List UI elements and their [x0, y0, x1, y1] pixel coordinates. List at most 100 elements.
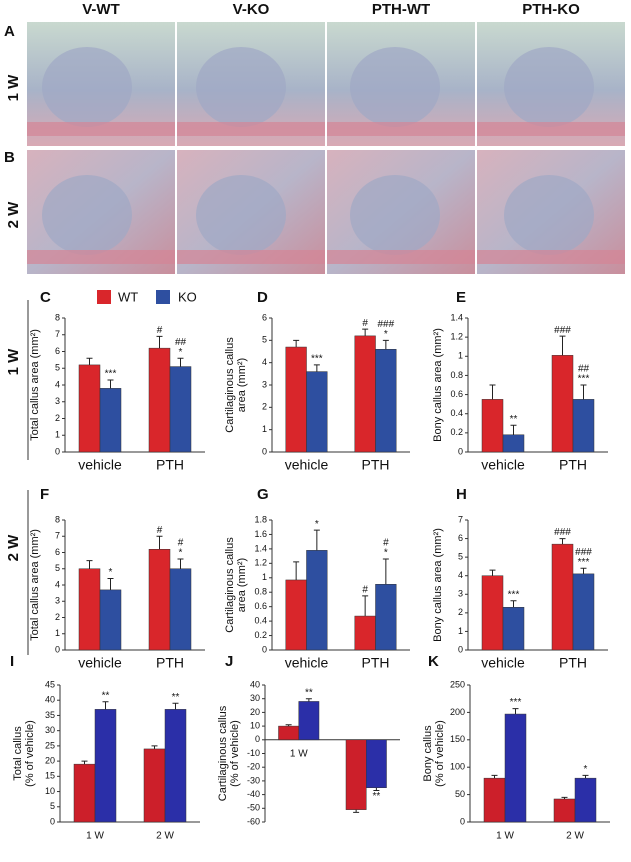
y-tick-label: 0.6 — [450, 389, 463, 399]
error-bar — [559, 538, 566, 545]
significance-label: * — [179, 347, 183, 358]
error-bar — [107, 379, 114, 389]
bone-band — [327, 250, 475, 264]
y-axis-label: Total callus — [12, 726, 24, 781]
significance-label: ### — [378, 319, 395, 330]
column-header: PTH-KO — [522, 1, 580, 18]
x-tick-label: vehicle — [481, 457, 525, 473]
significance-label: *** — [508, 589, 520, 600]
bone-band — [27, 122, 175, 136]
bar — [306, 550, 328, 651]
y-tick-label: 7 — [458, 514, 463, 524]
y-tick-label: 0 — [55, 644, 60, 654]
y-tick-label: 1 — [262, 572, 267, 582]
callus-region — [196, 175, 286, 255]
significance-label: * — [384, 548, 388, 559]
error-bar — [382, 339, 389, 350]
y-axis-label: (% of vehicle) — [229, 720, 241, 787]
y-tick-label: 1 — [458, 626, 463, 636]
significance-label: # — [157, 525, 163, 536]
significance-label: * — [584, 764, 588, 775]
error-bar — [293, 561, 300, 580]
y-tick-label: 8 — [55, 312, 60, 322]
legend-label: WT — [118, 289, 138, 304]
bar — [551, 355, 574, 453]
y-tick-label: 35 — [45, 710, 55, 720]
significance-label: * — [109, 567, 113, 578]
significance-label: *** — [510, 697, 522, 708]
y-tick-label: 0.6 — [254, 601, 267, 611]
bar — [551, 543, 574, 651]
x-tick-label: PTH — [362, 655, 390, 671]
y-tick-label: 50 — [455, 789, 465, 799]
y-tick-label: 30 — [45, 725, 55, 735]
row-label: 2 W — [5, 534, 22, 562]
column-header: V-KO — [233, 1, 270, 18]
significance-label: ### — [575, 547, 592, 558]
y-tick-label: 250 — [450, 679, 465, 689]
legend-swatch — [97, 290, 111, 304]
panel-label: I — [10, 653, 14, 670]
y-tick-label: -40 — [247, 789, 260, 799]
bar — [278, 725, 299, 741]
y-tick-label: 0 — [460, 816, 465, 826]
y-tick-label: 8 — [55, 514, 60, 524]
x-tick-label: vehicle — [285, 655, 329, 671]
significance-label: * — [179, 548, 183, 559]
x-tick-label: vehicle — [78, 655, 122, 671]
y-tick-label: 20 — [45, 755, 55, 765]
y-tick-label: 5 — [55, 363, 60, 373]
y-tick-label: 20 — [250, 707, 260, 717]
y-tick-label: 5 — [262, 335, 267, 345]
error-bar — [293, 339, 300, 348]
y-axis-label: (% of vehicle) — [24, 720, 36, 787]
bar — [94, 709, 117, 823]
panel-label: E — [456, 289, 466, 306]
error-bar — [373, 787, 380, 791]
error-bar — [512, 708, 519, 715]
y-tick-label: 0.4 — [254, 615, 267, 625]
error-bar — [559, 335, 566, 356]
y-axis-label: Cartilaginous callus — [224, 337, 236, 433]
error-bar — [510, 600, 517, 608]
error-bar — [362, 595, 369, 617]
error-bar — [580, 384, 587, 400]
y-tick-label: 1.6 — [254, 529, 267, 539]
y-tick-label: 25 — [45, 740, 55, 750]
y-tick-label: 0 — [262, 644, 267, 654]
significance-label: ** — [305, 687, 313, 698]
row-label: 1 W — [5, 348, 22, 376]
y-axis-label: Bony callus area (mm²) — [432, 528, 444, 642]
bone-band — [27, 250, 175, 264]
callus-region — [350, 47, 440, 127]
bar — [481, 575, 504, 651]
callus-region — [42, 47, 132, 127]
panel-label: G — [257, 486, 269, 503]
y-tick-label: 0.4 — [450, 408, 463, 418]
x-tick-label: PTH — [156, 655, 184, 671]
error-bar — [102, 701, 109, 710]
y-tick-label: 1.2 — [254, 558, 267, 568]
x-tick-label: 1 W — [290, 748, 308, 759]
bar — [354, 615, 376, 651]
y-tick-label: 0.2 — [450, 427, 463, 437]
panel-label: K — [428, 653, 439, 670]
callus-region — [42, 175, 132, 255]
error-bar — [177, 357, 184, 367]
x-tick-label: vehicle — [78, 457, 122, 473]
bone-band — [177, 122, 325, 136]
y-tick-label: 5 — [50, 801, 55, 811]
error-bar — [81, 760, 88, 765]
bar — [143, 748, 166, 823]
bar — [298, 701, 320, 741]
error-bar — [489, 384, 496, 400]
y-tick-label: 7 — [55, 531, 60, 541]
y-axis-label: Total callus area (mm²) — [29, 329, 41, 441]
bar — [306, 371, 328, 453]
error-bar — [156, 335, 163, 349]
bar — [354, 335, 376, 453]
x-tick-label: vehicle — [285, 457, 329, 473]
callus-region — [350, 175, 440, 255]
bar — [345, 739, 367, 810]
